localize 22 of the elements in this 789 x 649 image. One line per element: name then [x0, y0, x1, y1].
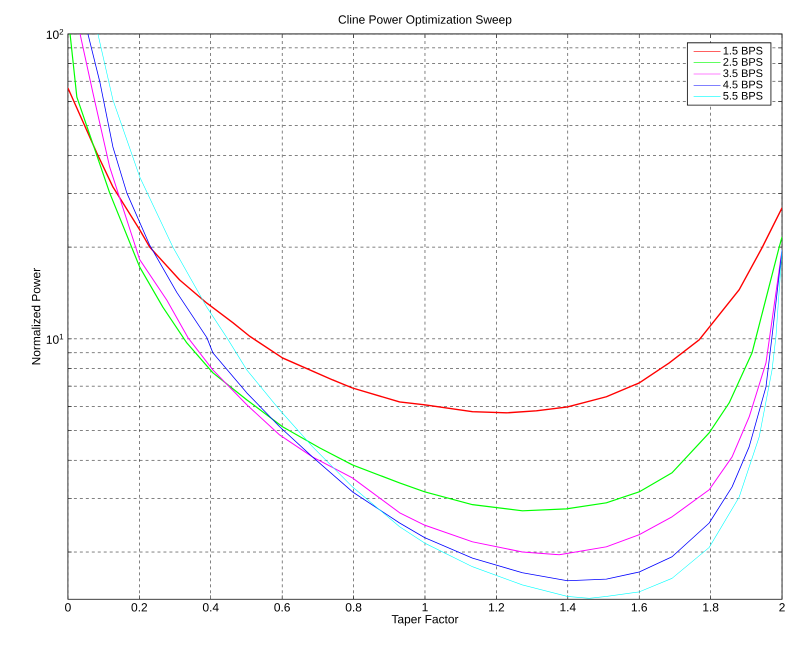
- legend-label: 5.5 BPS: [723, 92, 762, 100]
- x-axis-title: Taper Factor: [392, 614, 458, 626]
- x-tick-label: 1.2: [489, 603, 504, 612]
- x-tick-label: 1.8: [703, 603, 718, 612]
- x-tick-label: 1.4: [560, 603, 576, 612]
- legend-label: 4.5 BPS: [723, 80, 762, 88]
- legend-label: 2.5 BPS: [723, 58, 762, 66]
- x-tick-label: 0.6: [274, 603, 290, 612]
- x-tick-label: 2: [779, 603, 785, 612]
- x-tick-label: 1.6: [632, 603, 647, 612]
- legend-label: 1.5 BPS: [724, 46, 762, 54]
- legend-label: 3.5 BPS: [723, 69, 762, 78]
- y-axis-title: Normalized Power: [32, 268, 40, 364]
- x-tick-label: 0.4: [202, 603, 219, 612]
- y-tick-label: 10$^{2}$: [46, 28, 64, 39]
- x-tick-label: 0: [65, 603, 71, 612]
- x-tick-label: 0.8: [346, 603, 362, 612]
- line-series: [68, 87, 782, 414]
- y-tick-label: 10$^{1}$: [46, 334, 64, 344]
- x-tick-label: 1: [422, 603, 428, 612]
- chart-title: Cline Power Optimization Sweep: [338, 14, 512, 26]
- x-tick-label: 0.2: [132, 603, 148, 612]
